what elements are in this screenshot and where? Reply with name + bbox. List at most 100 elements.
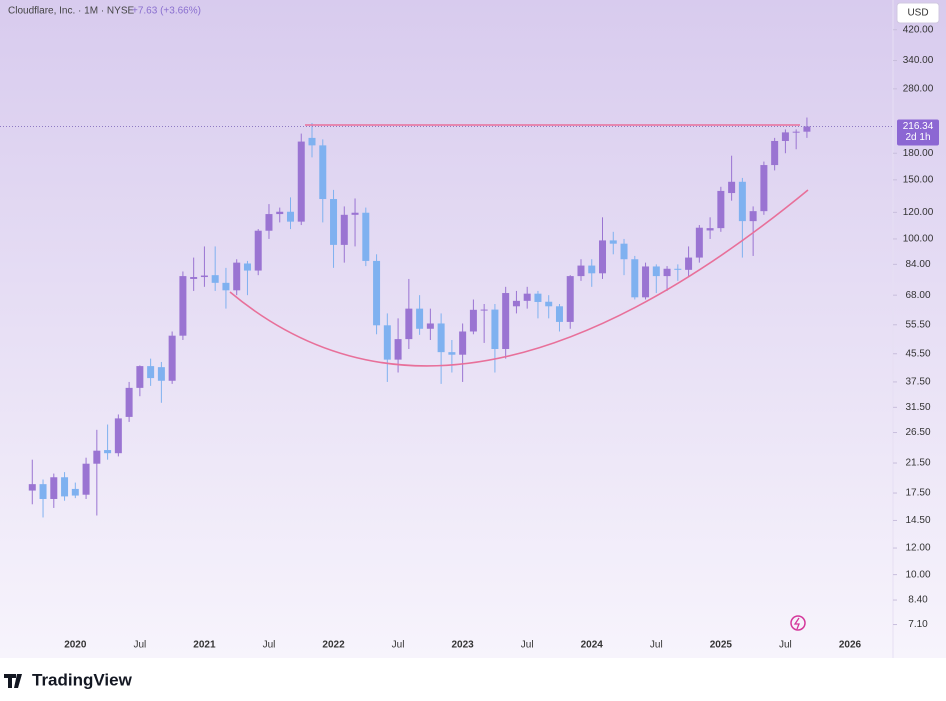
candle-body	[609, 240, 617, 244]
y-tick-label: 31.50	[905, 402, 930, 413]
y-tick-label: 8.40	[908, 595, 928, 606]
candle-body	[39, 484, 47, 499]
last-price-label: 216.34	[903, 121, 934, 132]
candle-body	[50, 477, 58, 499]
candle-body	[599, 240, 607, 274]
x-tick-label: Jul	[779, 640, 792, 651]
y-tick-label: 55.50	[905, 319, 930, 330]
candle-body	[297, 141, 305, 222]
x-tick-label: Jul	[521, 640, 534, 651]
brand-name[interactable]: TradingView	[32, 670, 133, 689]
y-tick-label: 340.00	[903, 55, 934, 66]
candle-body	[330, 199, 338, 245]
candle-body	[222, 282, 230, 291]
candle-body	[383, 325, 391, 360]
candle-body	[588, 265, 596, 274]
chart-title: Cloudflare, Inc. · 1M · NYSE	[8, 6, 134, 17]
candle-body	[695, 227, 703, 258]
x-tick-label: 2025	[710, 640, 733, 651]
candle-body	[136, 366, 144, 388]
x-tick-label: Jul	[263, 640, 276, 651]
y-tick-label: 37.50	[905, 377, 930, 388]
candle-body	[459, 331, 467, 355]
candle-body	[674, 268, 682, 270]
y-tick-label: 45.50	[905, 348, 930, 359]
candle-body	[286, 211, 294, 222]
x-tick-label: Jul	[650, 640, 663, 651]
candle-body	[426, 323, 434, 329]
x-tick-label: 2021	[193, 640, 216, 651]
candle-body	[71, 488, 79, 496]
candle-body	[502, 293, 510, 350]
candle-body	[566, 276, 574, 322]
candle-body	[276, 211, 284, 215]
candle-body	[480, 309, 488, 311]
candle-body	[362, 212, 370, 261]
x-tick-label: 2026	[839, 640, 862, 651]
candle-body	[555, 306, 563, 322]
y-tick-label: 26.50	[905, 427, 930, 438]
candle-body	[243, 263, 251, 271]
y-tick-label: 12.00	[905, 543, 930, 554]
x-tick-label: 2023	[452, 640, 475, 651]
y-tick-label: 150.00	[903, 174, 934, 185]
candle-body	[685, 257, 693, 270]
brand-logo[interactable]	[4, 674, 22, 688]
candle-body	[437, 323, 445, 353]
candle-body	[523, 293, 531, 301]
last-price-box	[897, 119, 939, 146]
price-change: +7.63 (+3.66%)	[132, 6, 201, 17]
candle-body	[631, 259, 639, 298]
candle-body	[534, 293, 542, 302]
candle-body	[265, 214, 273, 231]
y-tick-label: 17.50	[905, 488, 930, 499]
candle-body	[771, 140, 779, 166]
y-tick-label: 420.00	[903, 24, 934, 35]
candle-body	[93, 450, 101, 464]
candle-body	[448, 352, 456, 355]
candle-body	[82, 463, 90, 495]
y-tick-label: 68.00	[905, 290, 930, 301]
candle-body	[254, 230, 262, 271]
candle-body	[792, 131, 800, 133]
candle-body	[469, 309, 477, 332]
candle-body	[545, 301, 553, 307]
alert-icon[interactable]	[790, 615, 806, 631]
currency-button[interactable]	[896, 2, 940, 24]
x-tick-label: 2022	[322, 640, 345, 651]
candle-body	[491, 309, 499, 350]
candle-body	[351, 212, 359, 215]
currency-label[interactable]: USD	[907, 8, 928, 19]
candle-body	[706, 228, 714, 231]
candle-body	[373, 260, 381, 326]
candle-body	[717, 190, 725, 229]
candle-body	[211, 275, 219, 283]
plot	[28, 117, 811, 518]
y-tick-label: 100.00	[903, 234, 934, 245]
y-tick-label: 180.00	[903, 148, 934, 159]
candle-body	[179, 276, 187, 336]
candle-body	[728, 181, 736, 194]
y-tick-label: 10.00	[905, 569, 930, 580]
candle-body	[577, 265, 585, 277]
candle-body	[28, 484, 36, 491]
y-tick-label: 84.00	[905, 259, 930, 270]
candle-body	[803, 126, 811, 132]
y-tick-label: 21.50	[905, 458, 930, 469]
x-tick-label: Jul	[133, 640, 146, 651]
cup-curve	[229, 189, 809, 367]
candle-body	[168, 335, 176, 381]
candle-body	[663, 268, 671, 277]
x-tick-label: 2024	[581, 640, 604, 651]
candle-body	[781, 132, 789, 141]
candle-body	[416, 308, 424, 329]
candle-body	[114, 418, 122, 454]
candle-body	[61, 477, 69, 497]
x-tick-label: 2020	[64, 640, 87, 651]
countdown-label: 2d 1h	[905, 132, 930, 143]
footer-background	[0, 658, 946, 696]
candle-body	[620, 243, 628, 260]
y-tick-label: 280.00	[903, 83, 934, 94]
y-tick-label: 7.10	[908, 619, 928, 630]
